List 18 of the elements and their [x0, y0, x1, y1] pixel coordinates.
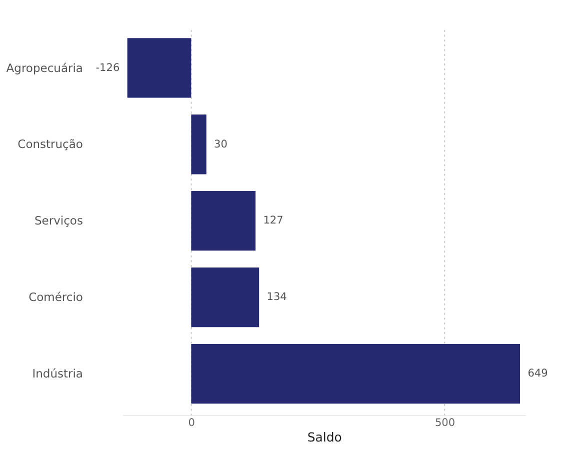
bar [127, 38, 192, 98]
bar [191, 191, 256, 251]
y-tick-label: Indústria [32, 366, 83, 381]
y-tick-label: Serviços [34, 214, 83, 228]
data-label: 134 [266, 291, 288, 304]
data-label: 649 [528, 368, 548, 380]
x-tick-label: 500 [434, 417, 456, 430]
bar [191, 344, 520, 404]
y-tick-label: Agropecuária [6, 60, 83, 75]
bar [191, 267, 260, 328]
x-axis-title: Saldo [307, 429, 342, 444]
data-label: -126 [96, 62, 120, 74]
x-tick-label: 0 [188, 417, 196, 430]
data-label: 127 [263, 214, 284, 227]
data-label: 30 [214, 138, 228, 150]
y-tick-label: Comércio [28, 290, 83, 304]
y-tick-label: Construção [18, 137, 83, 152]
bar [191, 114, 206, 174]
